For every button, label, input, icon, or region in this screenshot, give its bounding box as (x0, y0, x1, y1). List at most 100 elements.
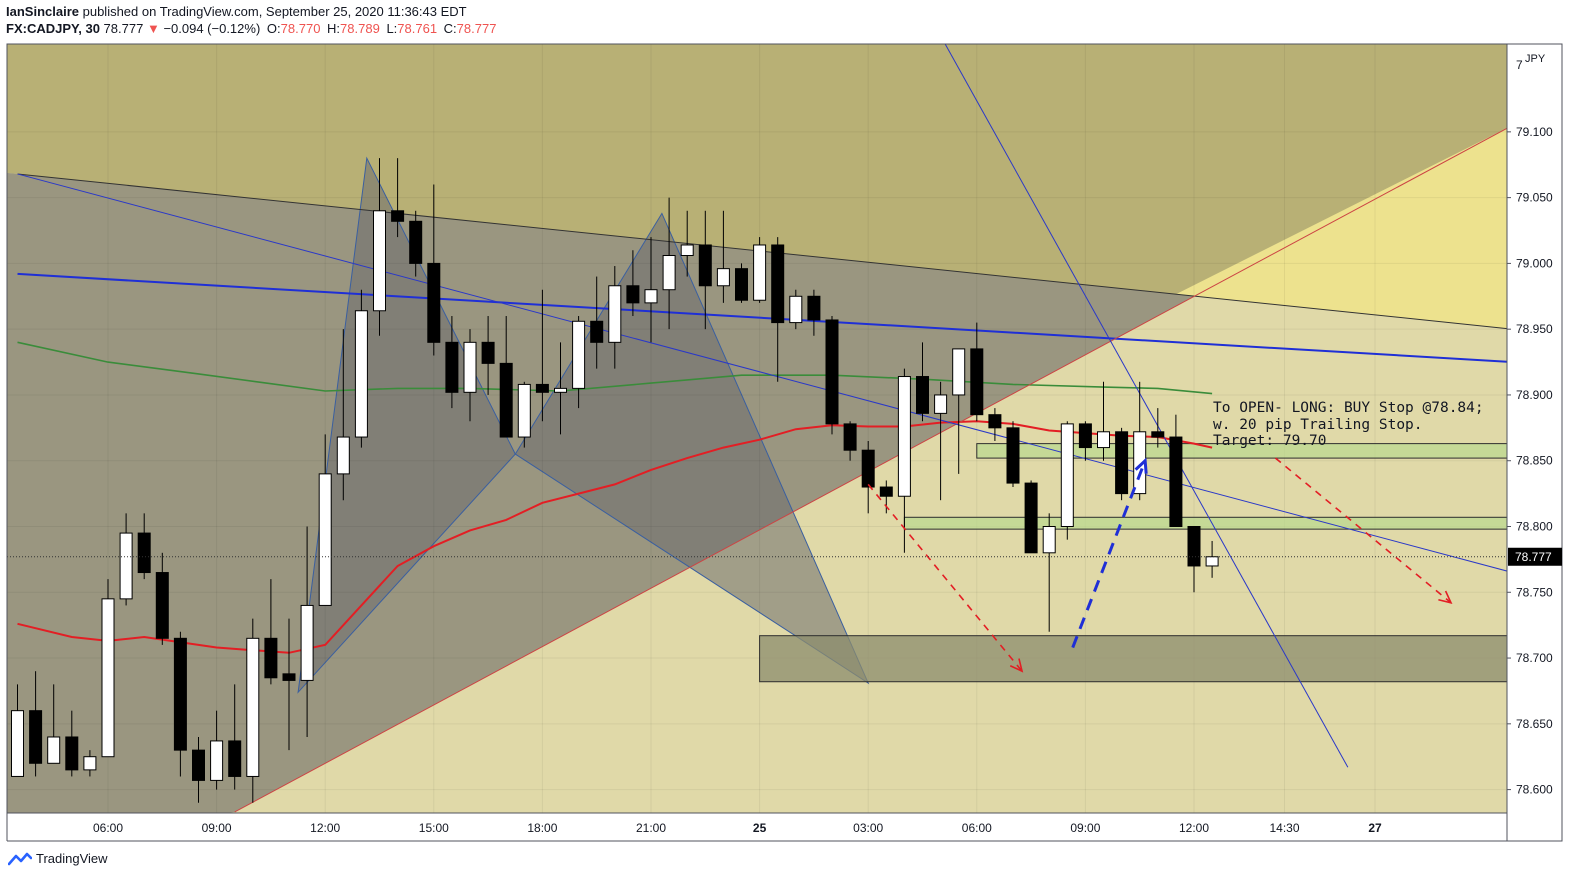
candle (246, 618, 260, 803)
candle (572, 316, 586, 409)
candle-body (137, 532, 151, 574)
candle-body (173, 637, 187, 751)
candle (879, 480, 893, 514)
candle (173, 631, 187, 777)
publisher-name[interactable]: IanSinclaire (6, 4, 79, 19)
candle (626, 250, 640, 317)
candle (1078, 421, 1092, 461)
y-tick-label: 78.900 (1516, 388, 1553, 402)
candle (373, 158, 386, 336)
candle (554, 342, 567, 435)
candle-body (210, 740, 224, 781)
candle (789, 289, 803, 330)
open-value: 78.770 (280, 21, 321, 36)
candle (1060, 421, 1074, 540)
x-tick-label: 25 (753, 821, 767, 835)
candle (644, 237, 658, 343)
candle (228, 684, 242, 790)
candle-body (246, 637, 260, 777)
candle-body (499, 362, 513, 438)
candle-body (753, 244, 767, 301)
candle-body (1151, 431, 1165, 438)
candle-body (1169, 436, 1183, 527)
x-tick-label: 09:00 (1070, 821, 1100, 835)
x-tick-label: 27 (1368, 821, 1382, 835)
candle (137, 513, 151, 580)
candle-body (771, 244, 785, 324)
footer-brand-text: TradingView (36, 851, 108, 866)
candle-body (843, 423, 857, 451)
open-label: O: (266, 21, 281, 36)
candle-body (1060, 423, 1074, 527)
candle (1169, 414, 1183, 527)
candle (843, 421, 857, 461)
y-tick-label: 78.800 (1516, 520, 1553, 534)
candle-body (101, 598, 115, 758)
candle-body (282, 673, 296, 681)
y-tick-label: 78.750 (1516, 585, 1553, 599)
change-arrow-icon: ▼ (146, 21, 160, 36)
x-tick-label: 12:00 (1179, 821, 1209, 835)
candle (861, 440, 875, 514)
candle (318, 434, 332, 606)
candle-body (463, 341, 477, 393)
blue-dashed-up-head (1134, 457, 1148, 474)
candle-body (789, 295, 803, 324)
red-dashed-down-1 (867, 483, 1023, 672)
footer-brand[interactable]: TradingView (8, 851, 108, 867)
trade-annotation: To OPEN- LONG: BUY Stop @78.84; w. 20 pip… (1213, 400, 1484, 450)
candle (735, 263, 748, 303)
low-value: 78.761 (397, 21, 438, 36)
candle-body (897, 376, 911, 497)
candle-body (1006, 427, 1020, 484)
harmonic-leg-bcd (514, 212, 870, 685)
x-tick-label: 21:00 (636, 821, 666, 835)
high-label: H: (327, 21, 341, 36)
candle (807, 289, 821, 336)
y-tick-label: 78.600 (1516, 783, 1553, 797)
currency-label: JPY (1525, 53, 1546, 65)
symbol-name[interactable]: FX:CADJPY, 30 (6, 21, 100, 36)
candle-body (716, 268, 730, 287)
candle (535, 289, 549, 422)
y-tick-label: 78.950 (1516, 322, 1553, 336)
candle-body (517, 383, 531, 438)
candle-body (680, 244, 694, 257)
candle (445, 316, 459, 409)
candle (1115, 427, 1129, 501)
close-value: 78.777 (456, 21, 497, 36)
close-label: C: (443, 21, 457, 36)
candle (101, 579, 115, 758)
symbol-legend: FX:CADJPY, 30 78.777 ▼ −0.094 (−0.12%) O… (6, 21, 496, 37)
y-tick-label: 79.100 (1516, 125, 1553, 139)
candle-body (47, 736, 61, 764)
candle-body (481, 341, 495, 364)
candle (47, 684, 61, 764)
candle (1133, 381, 1147, 501)
resistance-region (7, 44, 1507, 329)
y-tick-label: 78.700 (1516, 651, 1553, 665)
candle (716, 210, 730, 303)
last-price: 78.777 (103, 21, 144, 36)
candle (662, 197, 676, 330)
candle-body (861, 449, 875, 488)
candle-body (1205, 556, 1219, 567)
zone-entry-lower (903, 516, 1507, 530)
candle-body (952, 348, 966, 396)
x-tick-label: 06:00 (962, 821, 992, 835)
breakout-region (1175, 128, 1507, 329)
y-tick-label: 79.050 (1516, 191, 1553, 205)
candle (1187, 526, 1201, 593)
candle (988, 408, 1002, 441)
current-price-tag (1508, 547, 1562, 566)
y-tick-label: 79.000 (1516, 256, 1553, 270)
candle-body (1078, 423, 1092, 449)
published-text: published on TradingView.com, September … (82, 4, 467, 19)
candle-body (572, 320, 586, 389)
candle-body (354, 310, 368, 438)
candle (83, 750, 97, 777)
candle-body (192, 749, 205, 781)
annotation-line-3: Target: 79.70 (1213, 433, 1327, 449)
x-tick-label: 12:00 (310, 821, 340, 835)
